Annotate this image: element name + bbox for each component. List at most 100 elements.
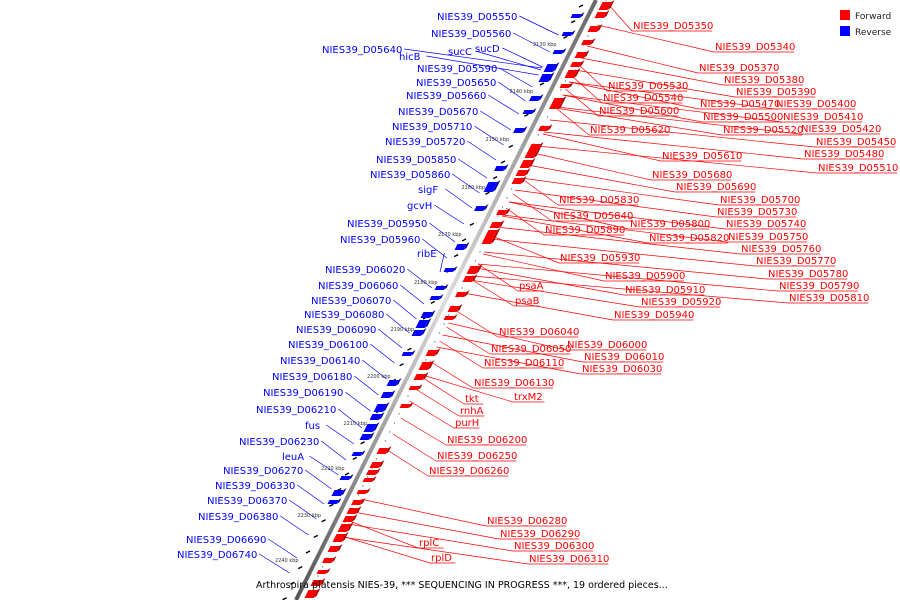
gene-reverse [359,434,372,440]
gene-reverse [561,32,573,36]
gene-label-forward: NIES39_D05800 [630,219,710,230]
gene-label-reverse: NIES39_D05640 [322,45,402,56]
gene-label-forward: NIES39_D05510 [818,163,898,174]
tick-dash [305,550,311,554]
leader-lines [259,3,898,574]
leader-line [514,189,717,218]
gene-shade [538,142,544,148]
gene-label-reverse: NIES39_D06020 [325,265,405,276]
gene-label-reverse: NIES39_D05670 [398,107,478,118]
gene-label-forward: NIES39_D05730 [717,207,797,218]
leader-line [347,523,514,552]
gene-label-forward: psaB [515,296,540,307]
gene-shade [452,314,458,320]
gene-forward [337,524,351,532]
gene-reverse [386,380,399,386]
gene-label-forward: NIES39_D06110 [484,358,564,369]
gene-forward [489,222,502,228]
gene-forward [376,448,389,454]
leader-line [555,107,590,136]
gene-label-forward: NIES39_D05940 [614,310,694,321]
tick-dash [344,472,350,476]
tick-dash [524,113,529,117]
gene-reverse [401,352,413,356]
gene-shade [561,48,567,54]
leader-line [309,455,339,476]
leader-line [520,177,720,206]
gene-forward [511,178,524,184]
tick-dash [539,82,545,86]
track-dot [434,341,436,343]
gene-reverse [434,286,446,290]
gene-reverse [522,110,534,114]
gene-label-forward: NIES39_D05930 [560,253,640,264]
gene-forward [362,478,374,482]
gene-label-forward: NIES39_D05750 [728,232,808,243]
leader-line [321,440,347,461]
track-dot [384,440,387,442]
gene-shade [579,12,585,18]
gene-label-reverse: NIES39_D05660 [406,91,486,102]
tick-dash [360,441,365,445]
gene-label-forward: NIES39_D05610 [662,151,742,162]
gene-label-forward: rnhA [460,406,484,417]
gene-shade [452,266,458,272]
leader-line [305,469,332,490]
leader-line [580,57,724,86]
gene-forward [332,534,346,542]
gene-label-forward: NIES39_D06260 [429,466,509,477]
gene-forward [559,84,571,88]
gene-label-forward: NIES39_D05480 [804,149,884,160]
leader-line [429,360,474,389]
gene-forward [447,306,460,312]
gene-label-reverse: NIES39_D05590 [417,64,497,75]
gene-shade [348,474,354,480]
track-dot [546,116,549,118]
gene-shade [336,498,342,504]
leader-line [436,346,582,375]
gene-forward [574,52,587,58]
track-dot [560,89,562,91]
gene-shade [552,62,560,72]
gene-shade [340,488,347,496]
gene-shade [568,82,574,88]
gene-forward [524,148,539,158]
gene-label-reverse: NIES39_D06380 [198,512,278,523]
leader-line [574,69,736,98]
gene-forward [564,70,578,78]
gene-label-forward: NIES39_D05810 [789,293,869,304]
gene-shade [547,72,555,82]
tick-label: 2180 kbp [414,280,438,286]
leader-line [469,279,641,308]
gene-reverse [351,452,363,456]
tick-label: 2240 kbp [275,558,299,564]
gene-label-forward: NIES39_D05410 [783,112,863,123]
gene-label-forward: NIES39_D05350 [633,21,713,32]
gene-label-reverse: NIES39_D05960 [340,235,420,246]
gene-shade [375,468,381,475]
legend-swatch-reverse [840,26,850,36]
tick-dash [313,534,319,539]
leader-line [442,334,584,363]
gene-label-forward: NIES39_D05820 [649,233,729,244]
leader-line [422,374,514,403]
gene-shade [528,158,536,168]
leader-line [378,328,403,349]
tick-label: 2220 kbp [321,466,345,472]
leader-line [556,106,801,135]
gene-label-forward: NIES39_D05890 [545,225,625,236]
gene-label-reverse: NIES39_D05860 [370,170,450,181]
leader-line [488,94,520,115]
gene-forward [369,462,382,468]
gene-label-forward: NIES39_D05910 [625,285,705,296]
gene-label-reverse: NIES39_D05650 [416,78,496,89]
gene-label-reverse: hicB [399,52,421,63]
tick-label: 2130 kbp [533,42,557,48]
gene-shade [596,24,603,32]
gene-forward [342,516,355,522]
gene-labels: NIES39_D05550 NIES39_D05560 NIES39_D05640h… [177,12,898,565]
gene-label-reverse: NIES39_D05850 [376,155,456,166]
leader-line [475,50,542,71]
gene-shade [471,274,478,282]
gene-label-reverse: NIES39_D06180 [272,372,352,383]
